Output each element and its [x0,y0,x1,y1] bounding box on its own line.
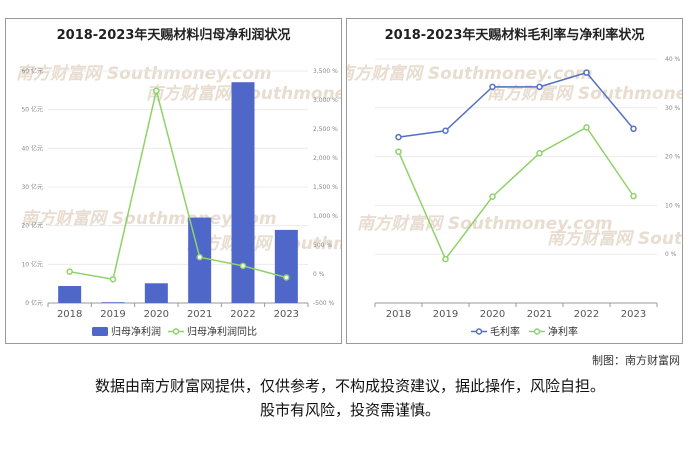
chart-panel-margins: 南方财富网 Southmoney.com 南方财富网 Southmoney.co… [346,18,683,344]
line-point [109,275,117,283]
chart-title: 2018-2023年天赐材料毛利率与净利率状况 [384,28,645,43]
y2-tick-label: 0 % [313,271,325,278]
legend-label: 归母净利润同比 [187,325,257,338]
x-tick-label: 2021 [527,309,552,320]
legend-marker [475,328,483,335]
chart-title: 2018-2023年天赐材料归母净利润状况 [56,28,291,43]
bar [274,229,298,303]
line-point [196,253,203,261]
line-point [489,193,496,200]
y-tick-label: 0 % [665,251,677,258]
line-point [489,83,496,91]
chart-panel-net-profit: 南方财富网 Southmoney.com 南方财富网 Southmoney.co… [5,18,342,344]
line-point [583,124,590,131]
y2-tick-label: 2,500 % [313,126,338,133]
line-point [442,255,449,263]
y-tick-label: 10 % [665,202,681,209]
x-tick-label: 2019 [433,309,458,320]
x-tick-label: 2020 [144,309,169,320]
y2-tick-label: 2,000 % [313,155,338,162]
y-tick-label: 40 % [665,56,681,63]
x-tick-label: 2023 [274,309,299,320]
series-line-gross-margin [398,71,635,138]
legend-marker [172,328,180,335]
y-tick-label: 30 % [665,105,681,112]
line-point [395,148,402,155]
x-tick-label: 2018 [386,309,411,320]
line-point [536,83,543,91]
x-tick-label: 2022 [574,309,599,320]
x-tick-label: 2021 [187,309,212,320]
bar [101,302,125,303]
y-tick-label: 50 亿元 [21,106,43,114]
y-tick-label: 30 亿元 [21,183,43,191]
bar [58,285,82,303]
legend-marker [533,328,541,335]
y-tick-label: 0 亿元 [25,299,43,307]
legend-label: 净利率 [548,325,578,338]
y-tick-label: 10 亿元 [21,260,43,268]
line-point [630,192,637,200]
x-tick-label: 2020 [480,309,505,320]
y2-tick-label: 1,000 % [313,213,338,220]
y2-tick-label: 3,500 % [313,68,338,75]
line-point [395,133,402,141]
legend-swatch-bar [92,327,108,336]
bar [231,82,255,303]
disclaimer-line-2: 股市有风险，投资需谨慎。 [259,401,440,419]
line-point [239,262,247,270]
line-point [583,69,590,76]
line-point [66,268,73,275]
y-tick-label: 60 亿元 [21,67,43,75]
legend-label: 归母净利润 [111,325,161,338]
y2-tick-label: 3,000 % [313,97,338,104]
y-tick-label: 20 亿元 [21,222,43,230]
disclaimer-line-1: 数据由南方财富网提供，仅供参考，不构成投资建议，据此操作，风险自担。 [94,377,605,395]
line-point [283,274,290,281]
series-line-yoy [69,90,287,281]
x-tick-label: 2018 [57,309,82,320]
x-tick-label: 2022 [230,309,255,320]
line-point [536,149,543,157]
x-tick-label: 2019 [100,309,125,320]
chart-credit: 制图：南方财富网 [592,354,680,367]
net-profit-chart: 0 亿元 10 亿元 20 亿元 30 亿元 40 亿元 50 亿元 60 亿元 -500 %… [21,67,338,338]
margin-chart: 0 % 10 % 20 % 30 % 40 % 2018 2019 2020 2021 2022 2… [374,56,681,338]
bar [144,283,168,303]
y2-tick-label: -500 % [313,300,335,307]
line-point [153,87,160,94]
y-tick-label: 20 % [665,154,681,161]
line-point [442,127,449,134]
line-point [630,125,637,133]
legend-label: 毛利率 [490,325,520,338]
series-line-net-margin [397,126,635,261]
x-tick-label: 2023 [621,309,646,320]
y2-tick-label: 1,500 % [313,184,338,191]
y2-tick-label: 500 % [313,242,332,249]
disclaimer: 数据由南方财富网提供，仅供参考，不构成投资建议，据此操作，风险自担。 股市有风险… [0,374,700,422]
y-tick-label: 40 亿元 [21,144,43,152]
